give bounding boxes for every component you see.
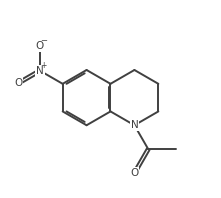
Text: O: O: [36, 41, 44, 51]
Text: O: O: [14, 78, 23, 88]
Text: N: N: [131, 120, 138, 130]
Text: N: N: [36, 66, 44, 76]
Text: +: +: [40, 61, 46, 70]
Text: −: −: [40, 36, 47, 45]
Text: O: O: [130, 168, 139, 178]
